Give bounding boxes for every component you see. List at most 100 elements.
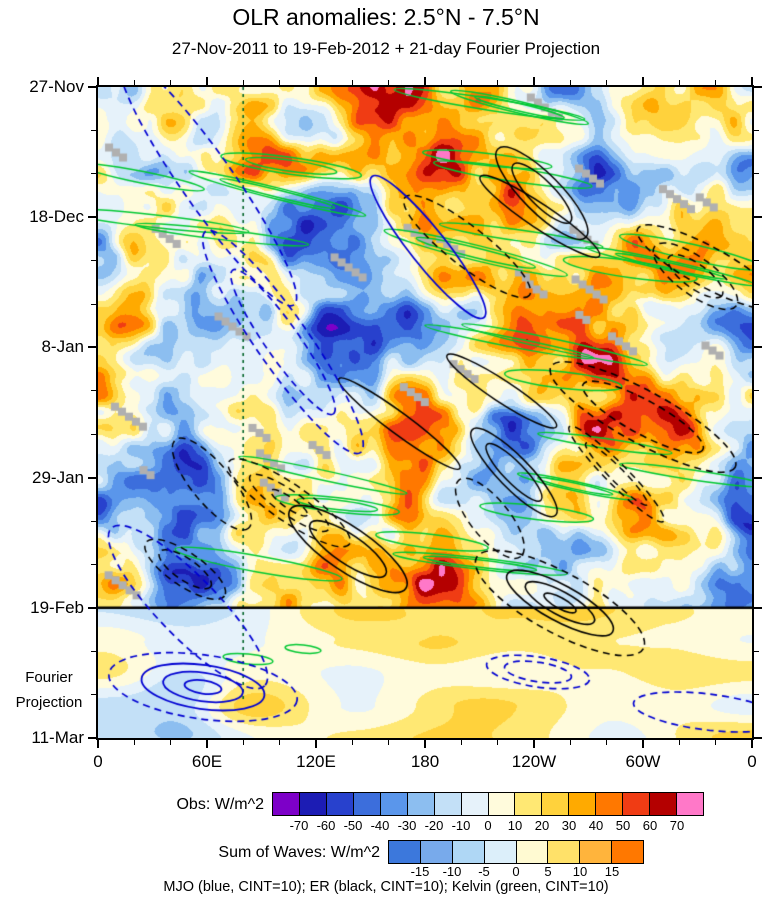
axis-tick: [315, 77, 317, 85]
colorbar-tick-label: 0: [484, 818, 492, 833]
colorbar-tick-label: -30: [397, 818, 417, 833]
axis-tick: [751, 77, 753, 85]
axis-tick: [206, 740, 208, 748]
y-tick-label: 8-Jan: [41, 337, 84, 357]
colorbar-tick-label: -50: [343, 818, 363, 833]
colorbar-tick-label: 10: [507, 818, 523, 833]
axis-tick: [91, 433, 96, 435]
x-tick-label: 0: [747, 752, 757, 771]
colorbar-cell: [548, 841, 581, 863]
axis-tick: [88, 86, 96, 88]
obs-colorbar-ticks: -70 -60 -50 -40 -30 -20 -10 0 10 20 30 40 50 60 70: [272, 818, 704, 833]
axis-tick: [754, 606, 762, 609]
axis-tick: [97, 77, 99, 85]
axis-tick: [351, 740, 353, 745]
axis-tick: [497, 80, 499, 85]
axis-tick: [279, 80, 281, 85]
colorbar-tick-label: -60: [316, 818, 336, 833]
x-tick-label: 120W: [511, 752, 557, 771]
axis-tick: [715, 740, 717, 745]
colorbar-cell: [420, 841, 453, 863]
axis-tick: [754, 563, 759, 565]
axis-tick: [678, 80, 680, 85]
colorbar-cell: [452, 841, 485, 863]
colorbar-tick-label: 60: [642, 818, 658, 833]
axis-tick: [88, 216, 96, 219]
colorbar-cell: [434, 793, 462, 815]
colorbar-cell: [461, 793, 489, 815]
colorbar-tick-label: -10: [451, 818, 471, 833]
x-tick-label: 60E: [191, 752, 223, 771]
colorbar-cell: [677, 793, 703, 815]
axis-tick: [754, 650, 759, 652]
axis-tick: [424, 740, 426, 748]
axis-tick: [91, 650, 96, 652]
colorbar-cell: [488, 793, 516, 815]
axis-tick: [91, 694, 96, 696]
axis-tick: [133, 80, 135, 85]
axis-tick: [388, 80, 390, 85]
axis-tick: [569, 740, 571, 745]
colorbar-cell: [326, 793, 354, 815]
colorbar-tick-label: -40: [370, 818, 390, 833]
y-tick-label: 11-Mar: [31, 728, 84, 747]
axis-tick: [91, 260, 96, 262]
waves-colorbar-label: Sum of Waves: W/m^2: [218, 844, 380, 861]
axis-tick: [533, 740, 535, 748]
projection-label: Fourier Projection: [6, 665, 92, 715]
colorbar-cell: [380, 793, 408, 815]
x-tick-label: 60W: [625, 752, 661, 771]
axis-tick: [315, 740, 317, 748]
colorbar-tick-label: -5: [478, 864, 490, 879]
axis-tick: [424, 77, 426, 85]
axis-tick: [754, 433, 759, 435]
colorbar-cell: [596, 793, 624, 815]
colorbar-tick-label: 70: [669, 818, 685, 833]
axis-tick: [754, 520, 759, 522]
colorbar-tick-label: 30: [561, 818, 577, 833]
axis-tick: [91, 303, 96, 305]
colorbar-cell: [407, 793, 435, 815]
waves-colorbar: [388, 840, 644, 864]
waves-colorbar-ticks: -15 -10 -5 0 5 10 15: [388, 864, 644, 879]
axis-tick: [497, 740, 499, 745]
axis-tick: [642, 740, 644, 748]
colorbar-tick-label: 40: [588, 818, 604, 833]
colorbar-tick-label: -15: [410, 864, 430, 879]
colorbar-tick-label: -10: [442, 864, 462, 879]
axis-tick: [460, 80, 462, 85]
axis-tick: [170, 740, 172, 745]
colorbar-tick-label: 50: [615, 818, 631, 833]
axis-tick: [97, 740, 99, 748]
axis-tick: [91, 129, 96, 131]
axis-tick: [88, 476, 96, 479]
axis-tick: [88, 606, 96, 609]
colorbar-cell: [516, 841, 549, 863]
axis-tick: [754, 737, 762, 739]
axis-tick: [242, 740, 244, 745]
axis-tick: [606, 740, 608, 745]
colorbar-cell: [612, 841, 643, 863]
x-tick-label: 0: [93, 752, 103, 771]
colorbar-tick-label: -20: [424, 818, 444, 833]
colorbar-cell: [580, 841, 613, 863]
obs-colorbar: [272, 792, 704, 816]
axis-tick: [242, 80, 244, 85]
colorbar-cell: [353, 793, 381, 815]
colorbar-cell: [389, 841, 421, 863]
axis-tick: [678, 740, 680, 745]
axis-tick: [91, 563, 96, 565]
axis-tick: [388, 740, 390, 745]
colorbar-cell: [569, 793, 597, 815]
chart-title: OLR anomalies: 2.5°N - 7.5°N: [232, 4, 540, 30]
axis-tick: [351, 80, 353, 85]
axis-tick: [754, 694, 759, 696]
axis-tick: [279, 740, 281, 745]
obs-colorbar-label: Obs: W/m^2: [176, 796, 264, 813]
colorbar-cell: [623, 793, 651, 815]
colorbar-tick-label: 10: [572, 864, 588, 879]
projection-label-line1: Fourier: [25, 669, 73, 686]
colorbar-cell: [484, 841, 517, 863]
colorbar-cell: [650, 793, 678, 815]
projection-label-line2: Projection: [15, 694, 83, 711]
